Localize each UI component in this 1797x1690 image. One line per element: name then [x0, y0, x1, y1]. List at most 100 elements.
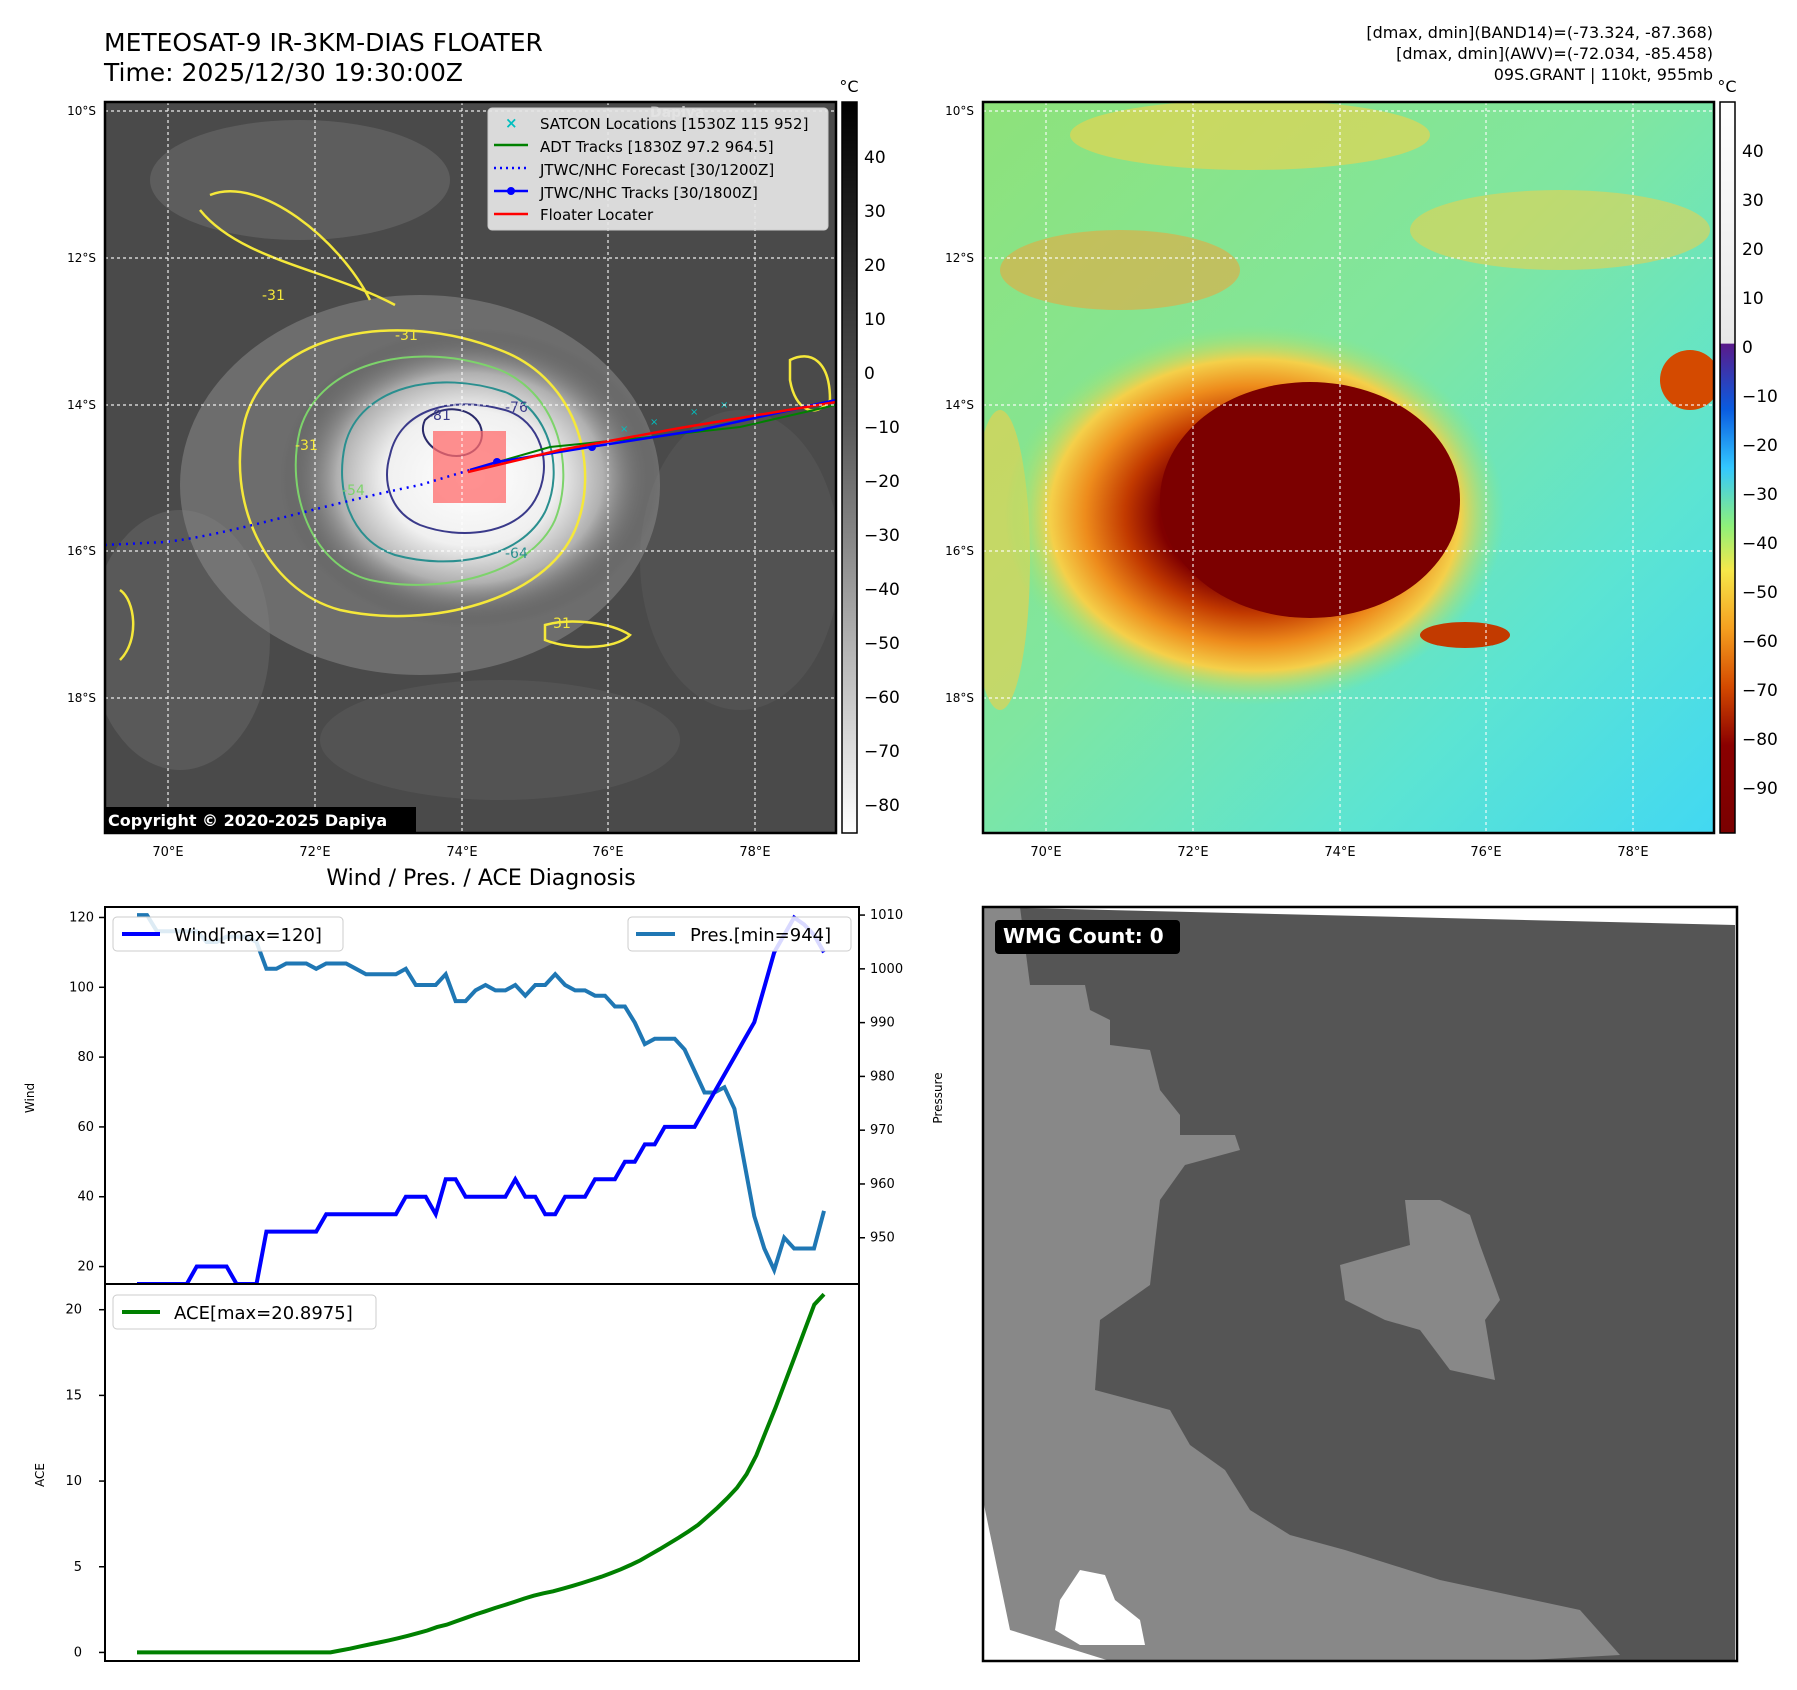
- pressure-axis-label: Pressure: [931, 1072, 945, 1123]
- legend-item-adt: ADT Tracks [1830Z 97.2 964.5]: [540, 138, 774, 156]
- wmg-count-text: WMG Count: 0: [1003, 924, 1164, 948]
- wmg-panel: WMG Count: 0: [981, 905, 1739, 1663]
- ace-series-line: [137, 1292, 826, 1655]
- floater-locator-box: [433, 431, 506, 503]
- info-storm: 09S.GRANT | 110kt, 955mb: [1494, 65, 1713, 84]
- colorbar-tick: −50: [1742, 583, 1778, 603]
- contour-label: -54: [342, 483, 365, 499]
- colorbar-tick: 20: [864, 256, 886, 276]
- lat-tick: 14°S: [945, 398, 974, 412]
- colorbar-tick: −70: [864, 742, 900, 762]
- info-awv: [dmax, dmin](AWV)=(-72.034, -85.458): [1396, 44, 1713, 63]
- colorbar-tick: 10: [1742, 289, 1764, 309]
- colorbar-tick: −40: [1742, 534, 1778, 554]
- awv-colorbar-unit: °C: [1717, 77, 1736, 96]
- svg-text:×: ×: [620, 424, 628, 435]
- pressure-tick-label: 990: [870, 1016, 895, 1031]
- lon-tick: 70°E: [152, 845, 183, 860]
- lat-tick: 16°S: [945, 544, 974, 558]
- ace-tick-label: 20: [65, 1303, 82, 1318]
- lat-tick: 12°S: [67, 251, 96, 265]
- colorbar-tick: 30: [864, 202, 886, 222]
- pressure-legend-label: Pres.[min=944]: [690, 925, 831, 946]
- colorbar-tick: −80: [1742, 730, 1778, 750]
- lon-tick: 74°E: [446, 845, 477, 860]
- colorbar-tick: −10: [1742, 387, 1778, 407]
- lon-tick: 76°E: [592, 845, 623, 860]
- lat-tick: 14°S: [67, 398, 96, 412]
- legend-item-forecast: JTWC/NHC Forecast [30/1200Z]: [539, 161, 774, 179]
- pressure-legend: Pres.[min=944]: [627, 916, 852, 952]
- colorbar-tick: 0: [1742, 338, 1753, 358]
- contour-label: -31: [262, 288, 285, 304]
- pressure-axis-ticks: 950 960 970 980 990 1000 1010: [859, 908, 903, 1246]
- colorbar-tick: 40: [864, 148, 886, 168]
- ace-legend-label: ACE[max=20.8975]: [174, 1303, 353, 1324]
- contour-label: -64: [505, 546, 528, 562]
- ir-colorbar: °C 40 30 20 10 0 −10 −20 −30 −40 −50 −60…: [839, 77, 900, 834]
- svg-text:×: ×: [650, 417, 658, 428]
- forecast-track: [105, 468, 471, 547]
- awv-colorbar-ticks: 40 30 20 10 0 −10 −20 −30 −40 −50 −60 −7…: [1742, 142, 1778, 799]
- legend-item-jtwc: JTWC/NHC Tracks [30/1800Z]: [539, 184, 758, 202]
- lon-tick: 78°E: [1617, 845, 1648, 860]
- lon-tick: 70°E: [1030, 845, 1061, 860]
- contour-label: -31: [295, 438, 318, 454]
- lon-tick: 72°E: [299, 845, 330, 860]
- ace-tick-label: 10: [65, 1474, 82, 1489]
- ir-lon-ticks: 70°E 72°E 74°E 76°E 78°E: [152, 845, 770, 860]
- pressure-tick-label: 950: [870, 1231, 895, 1246]
- wind-pressure-panel: 20 40 60 80 100 120 950 960 970 980 990 1000 1010 W…: [23, 906, 945, 1286]
- colorbar-tick: −50: [864, 634, 900, 654]
- ace-axis-label: ACE: [33, 1463, 47, 1487]
- ir-lat-ticks: 10°S 12°S 14°S 16°S 18°S: [67, 104, 96, 705]
- ace-tick-label: 0: [74, 1645, 82, 1660]
- colorbar-tick: 0: [864, 364, 875, 384]
- colorbar-tick: −60: [1742, 632, 1778, 652]
- ace-legend: ACE[max=20.8975]: [112, 1294, 377, 1330]
- lon-tick: 78°E: [739, 845, 770, 860]
- wind-legend-label: Wind[max=120]: [174, 925, 322, 946]
- ace-tick-label: 15: [65, 1388, 82, 1403]
- wind-tick-label: 40: [77, 1190, 94, 1205]
- satcon-marker-icon: ×: [505, 114, 518, 132]
- pressure-tick-label: 1000: [870, 962, 903, 977]
- colorbar-tick: −40: [864, 580, 900, 600]
- copyright-text: Copyright © 2020-2025 Dapiya: [108, 811, 387, 830]
- colorbar-tick: −60: [864, 688, 900, 708]
- colorbar-tick: −90: [1742, 779, 1778, 799]
- contour-label: -81: [428, 408, 451, 424]
- figure-time: Time: 2025/12/30 19:30:00Z: [103, 58, 463, 87]
- wmg-light-region: [983, 907, 1620, 1661]
- awv-colorbar: °C 40 30 20 10 0 −10 −20 −30 −40 −50 −60…: [1717, 77, 1778, 834]
- colorbar-tick: −80: [864, 796, 900, 816]
- contour-minus54: [294, 355, 565, 586]
- lat-tick: 10°S: [67, 104, 96, 118]
- floater-track: [467, 400, 836, 474]
- wind-tick-label: 100: [69, 980, 94, 995]
- ir-map-panel: -31 -31 -31 -54 -64 -76 -81 -31 × × × ×: [67, 100, 838, 860]
- lon-tick: 76°E: [1470, 845, 1501, 860]
- lat-tick: 10°S: [945, 104, 974, 118]
- contour-minus64: [341, 381, 555, 563]
- wind-legend: Wind[max=120]: [112, 916, 344, 952]
- svg-text:×: ×: [690, 407, 698, 418]
- pressure-tick-label: 980: [870, 1069, 895, 1084]
- awv-lat-ticks: 10°S 12°S 14°S 16°S 18°S: [945, 104, 974, 705]
- ir-colorbar-ticks: 40 30 20 10 0 −10 −20 −30 −40 −50 −60 −7…: [864, 148, 900, 816]
- map-legend: × SATCON Locations [1530Z 115 952] ADT T…: [487, 107, 829, 231]
- lat-tick: 18°S: [945, 691, 974, 705]
- colorbar-tick: 30: [1742, 191, 1764, 211]
- colorbar-tick: −20: [864, 472, 900, 492]
- wmg-count-badge: [995, 920, 1180, 954]
- contour-label: -31: [395, 328, 418, 344]
- colorbar-tick: 40: [1742, 142, 1764, 162]
- pressure-tick-label: 960: [870, 1177, 895, 1192]
- contour-minus76: [386, 403, 545, 534]
- legend-item-floater: Floater Locater: [540, 206, 654, 224]
- lon-tick: 72°E: [1177, 845, 1208, 860]
- pressure-tick-label: 1010: [870, 908, 903, 923]
- lat-tick: 12°S: [945, 251, 974, 265]
- contour-minus31: [238, 329, 587, 618]
- wind-tick-label: 20: [77, 1260, 94, 1275]
